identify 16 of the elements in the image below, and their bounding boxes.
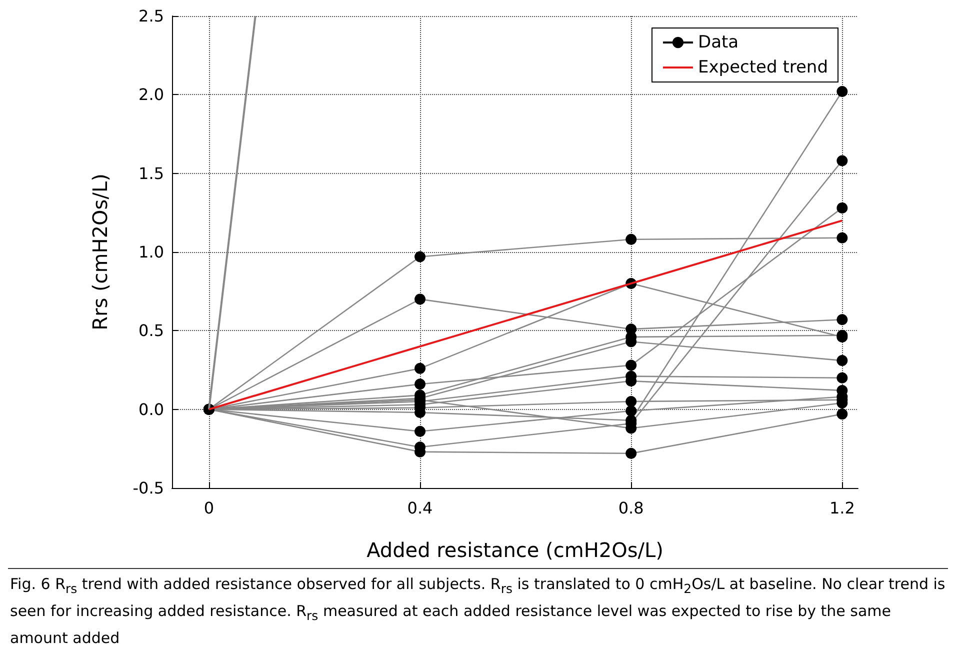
y-tick-label: 1.0 <box>138 242 164 262</box>
y-tick-label: 2.5 <box>138 6 164 26</box>
y-axis-title: Rrs (cmH2Os/L) <box>88 174 112 330</box>
legend-label: Expected trend <box>698 58 828 78</box>
x-tick-label: 1.2 <box>829 498 855 518</box>
y-tick-label: 2.0 <box>138 85 164 104</box>
legend-label: Data <box>698 32 739 52</box>
text: Fig. 6 R$_{rs}$ trend with added resistance observed for all subjects. R$_{rs}$ is translated to 0 cmH$_{2}$Os/L at baseline. No clear trend is seen for increasing added resistance. R$_{rs}$ measured at each added resistance level was expected to rise by the same amount added <box>10 575 946 647</box>
x-tick-label: 0 <box>204 498 214 518</box>
y-tick-label: 0.0 <box>138 400 164 419</box>
y-tick-label: -0.5 <box>132 478 164 498</box>
y-tick-label: 1.5 <box>138 164 164 183</box>
x-tick-label: 0.8 <box>618 498 644 518</box>
x-axis-title: Added resistance (cmH2Os/L) <box>366 538 664 562</box>
x-tick-label: 0.4 <box>407 498 433 518</box>
y-tick-label: 0.5 <box>138 321 164 340</box>
